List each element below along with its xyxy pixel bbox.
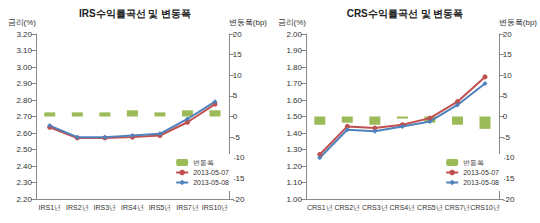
svg-text:-10: -10 bbox=[233, 153, 245, 162]
svg-text:-5: -5 bbox=[503, 133, 511, 142]
svg-text:CRS3년: CRS3년 bbox=[362, 204, 388, 211]
svg-text:변동폭: 변동폭 bbox=[463, 159, 484, 167]
svg-text:1.10: 1.10 bbox=[286, 178, 302, 187]
svg-text:1.60: 1.60 bbox=[286, 96, 302, 105]
svg-text:2.50: 2.50 bbox=[16, 145, 32, 154]
svg-text:2013-05-07: 2013-05-07 bbox=[193, 169, 229, 176]
svg-text:CRS4년: CRS4년 bbox=[390, 204, 416, 211]
svg-text:1.80: 1.80 bbox=[286, 63, 302, 72]
svg-text:-10: -10 bbox=[503, 153, 515, 162]
svg-text:IRS3년: IRS3년 bbox=[94, 204, 117, 211]
svg-text:10: 10 bbox=[503, 71, 512, 80]
svg-text:IRS2년: IRS2년 bbox=[66, 204, 89, 211]
svg-text:3.00: 3.00 bbox=[16, 63, 32, 72]
svg-text:15: 15 bbox=[503, 50, 512, 59]
svg-text:1.40: 1.40 bbox=[286, 129, 302, 138]
svg-text:2.40: 2.40 bbox=[16, 162, 32, 171]
svg-text:5: 5 bbox=[503, 91, 508, 100]
svg-text:변동폭(bp): 변동폭(bp) bbox=[499, 18, 538, 27]
svg-text:IRS10년: IRS10년 bbox=[202, 204, 228, 211]
svg-text:1.90: 1.90 bbox=[286, 46, 302, 55]
svg-text:CRS1년: CRS1년 bbox=[307, 204, 333, 211]
svg-text:변동폭(bp): 변동폭(bp) bbox=[229, 18, 268, 27]
svg-text:2.80: 2.80 bbox=[16, 96, 32, 105]
svg-text:2013-05-08: 2013-05-08 bbox=[463, 179, 499, 186]
svg-text:0: 0 bbox=[233, 112, 238, 121]
svg-text:3.10: 3.10 bbox=[16, 46, 32, 55]
svg-text:2.70: 2.70 bbox=[16, 112, 32, 121]
svg-text:-20: -20 bbox=[503, 195, 515, 204]
svg-text:1.50: 1.50 bbox=[286, 112, 302, 121]
svg-text:-15: -15 bbox=[503, 174, 515, 183]
svg-text:CRS수익률곡선 및 변동폭: CRS수익률곡선 및 변동폭 bbox=[347, 8, 464, 19]
svg-text:20: 20 bbox=[233, 30, 242, 39]
svg-text:2.30: 2.30 bbox=[16, 178, 32, 187]
svg-text:금리(%): 금리(%) bbox=[8, 18, 37, 27]
svg-text:0: 0 bbox=[503, 112, 508, 121]
svg-text:IRS수익률곡선 및 변동폭: IRS수익률곡선 및 변동폭 bbox=[79, 8, 191, 19]
svg-text:CRS10년: CRS10년 bbox=[470, 204, 500, 211]
svg-text:-20: -20 bbox=[233, 195, 245, 204]
svg-text:2.60: 2.60 bbox=[16, 129, 32, 138]
svg-text:CRS5년: CRS5년 bbox=[417, 204, 443, 211]
svg-text:IRS1년: IRS1년 bbox=[38, 204, 61, 211]
svg-text:CRS2년: CRS2년 bbox=[334, 204, 360, 211]
svg-text:-5: -5 bbox=[233, 133, 241, 142]
svg-text:-15: -15 bbox=[233, 174, 245, 183]
svg-text:15: 15 bbox=[233, 50, 242, 59]
svg-text:CRS7년: CRS7년 bbox=[445, 204, 471, 211]
svg-text:금리(%): 금리(%) bbox=[278, 18, 307, 27]
svg-text:IRS4년: IRS4년 bbox=[121, 204, 144, 211]
svg-text:2.20: 2.20 bbox=[16, 195, 32, 204]
svg-text:3.20: 3.20 bbox=[16, 30, 32, 39]
svg-text:2013-05-07: 2013-05-07 bbox=[463, 169, 499, 176]
svg-text:IRS5년: IRS5년 bbox=[149, 204, 172, 211]
svg-text:IRS7년: IRS7년 bbox=[176, 204, 199, 211]
svg-text:5: 5 bbox=[233, 91, 238, 100]
svg-text:1.00: 1.00 bbox=[286, 195, 302, 204]
svg-text:2013-05-08: 2013-05-08 bbox=[193, 179, 229, 186]
svg-text:2.90: 2.90 bbox=[16, 79, 32, 88]
svg-text:1.70: 1.70 bbox=[286, 79, 302, 88]
svg-text:20: 20 bbox=[503, 30, 512, 39]
svg-text:변동폭: 변동폭 bbox=[193, 159, 214, 167]
svg-text:10: 10 bbox=[233, 71, 242, 80]
svg-text:1.20: 1.20 bbox=[286, 162, 302, 171]
svg-text:2.00: 2.00 bbox=[286, 30, 302, 39]
svg-text:1.30: 1.30 bbox=[286, 145, 302, 154]
